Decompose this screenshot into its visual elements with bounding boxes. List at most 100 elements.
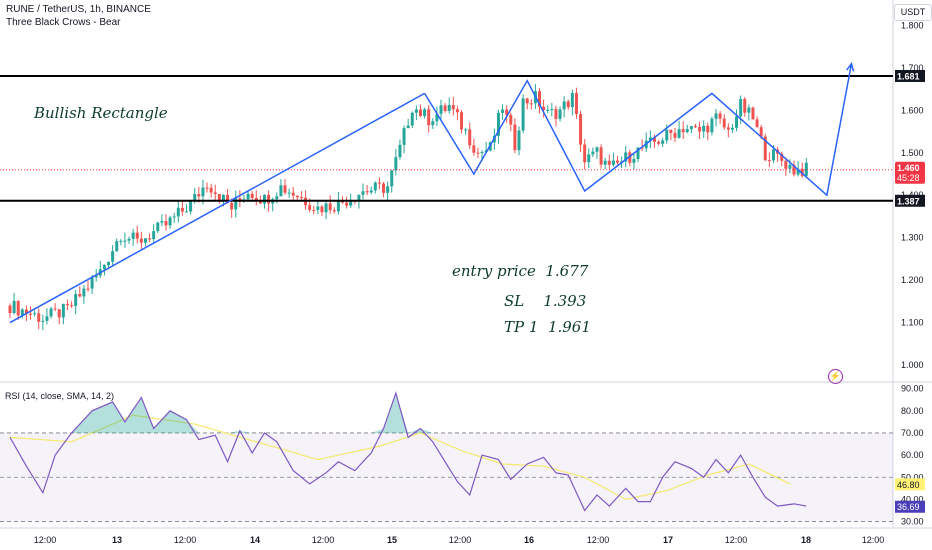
candle-down [328, 203, 332, 211]
candle-up [111, 251, 115, 262]
time-axis-tick: 12:00 [449, 535, 472, 545]
rsi-label[interactable]: RSI (14, close, SMA, 14, 2) [5, 391, 115, 401]
level-price-label: 1.387 [897, 196, 920, 206]
candle-down [205, 187, 209, 189]
symbol-title[interactable]: RUNE / TetherUS, 1h, BINANCE [6, 4, 151, 15]
candle-up [386, 186, 390, 193]
candle-down [180, 207, 184, 212]
candle-up [665, 129, 669, 141]
candle-down [57, 309, 61, 318]
candle-up [501, 109, 505, 113]
candle-down [542, 106, 546, 110]
candle-up [168, 217, 172, 226]
candle-down [345, 202, 349, 206]
candle-down [759, 127, 763, 137]
candle-down [164, 221, 168, 226]
candle-up [373, 182, 377, 191]
time-axis-tick: 18 [801, 535, 811, 545]
candle-down [607, 160, 611, 165]
pattern-annotation: Bullish Rectangle [34, 104, 168, 122]
candle-down [226, 194, 230, 203]
time-axis-tick: 16 [524, 535, 534, 545]
price-axis-tick: 1.800 [901, 20, 924, 30]
candle-up [74, 293, 78, 306]
rsi-axis-tick: 70.00 [901, 428, 924, 438]
candle-up [464, 129, 468, 131]
candle-up [546, 109, 550, 111]
candle-down [472, 145, 476, 153]
currency-button[interactable]: USDT [894, 4, 932, 21]
candle-down [24, 309, 28, 314]
candle-up [611, 160, 615, 165]
candle-up [398, 144, 402, 158]
candle-down [509, 114, 513, 125]
candle-up [570, 93, 574, 108]
candle-down [767, 160, 771, 162]
candle-down [16, 300, 20, 316]
candle-down [673, 132, 677, 138]
rsi-axis-tick: 50.00 [901, 472, 924, 482]
level-price-badge [895, 194, 925, 207]
candle-down [698, 126, 702, 132]
candle-down [616, 160, 620, 163]
candle-down [652, 137, 656, 142]
candle-down [505, 109, 509, 115]
candle-up [349, 200, 353, 206]
candle-down [755, 119, 759, 128]
candle-up [102, 265, 106, 270]
price-axis-tick: 1.000 [901, 360, 924, 370]
time-axis-tick: 12:00 [725, 535, 748, 545]
candle-down [455, 109, 459, 113]
uptrend-line [9, 92, 425, 324]
candle-up [747, 107, 751, 113]
candle-down [312, 209, 316, 211]
candle-down [258, 200, 262, 204]
candle-up [193, 194, 197, 201]
candle-down [513, 124, 517, 151]
countdown-label: 45:28 [897, 173, 920, 183]
candle-down [230, 202, 234, 210]
candle-up [550, 109, 554, 111]
candle-up [275, 196, 279, 200]
candle-up [246, 193, 250, 200]
candle-up [562, 101, 566, 110]
candle-up [234, 198, 238, 210]
candle-down [693, 126, 697, 128]
price-axis-tick: 1.600 [901, 105, 924, 115]
rsi-overbought-fill [124, 397, 142, 433]
time-axis-tick: 12:00 [34, 535, 57, 545]
rsi-axis-tick: 80.00 [901, 406, 924, 416]
candle-down [267, 194, 271, 204]
candle-up [595, 147, 599, 152]
candle-up [390, 170, 394, 187]
candle-up [172, 216, 176, 218]
candle-down [254, 197, 258, 201]
lightning-icon[interactable]: ⚡ [828, 369, 843, 384]
candle-down [640, 147, 644, 149]
candle-up [394, 157, 398, 171]
candle-down [53, 308, 57, 310]
candle-down [525, 98, 529, 104]
candle-down [574, 93, 578, 115]
rsi-overbought-fill [227, 430, 240, 433]
candle-up [185, 211, 189, 213]
time-axis-tick: 14 [250, 535, 260, 545]
candle-up [156, 222, 160, 232]
candle-down [320, 206, 324, 213]
projection-arrowhead [846, 61, 855, 72]
candle-up [61, 303, 65, 318]
candle-down [579, 114, 583, 145]
candle-up [714, 113, 718, 119]
candle-down [209, 187, 213, 193]
candle-up [447, 105, 451, 111]
time-axis-tick: 17 [663, 535, 673, 545]
candle-up [702, 125, 706, 132]
rsi-overbought-fill [371, 428, 384, 433]
candle-up [402, 128, 406, 145]
candle-up [221, 194, 225, 201]
pattern-indicator-label: Three Black Crows - Bear [6, 17, 121, 28]
time-axis-tick: 15 [387, 535, 397, 545]
candle-up [685, 129, 689, 133]
candle-down [78, 293, 82, 297]
